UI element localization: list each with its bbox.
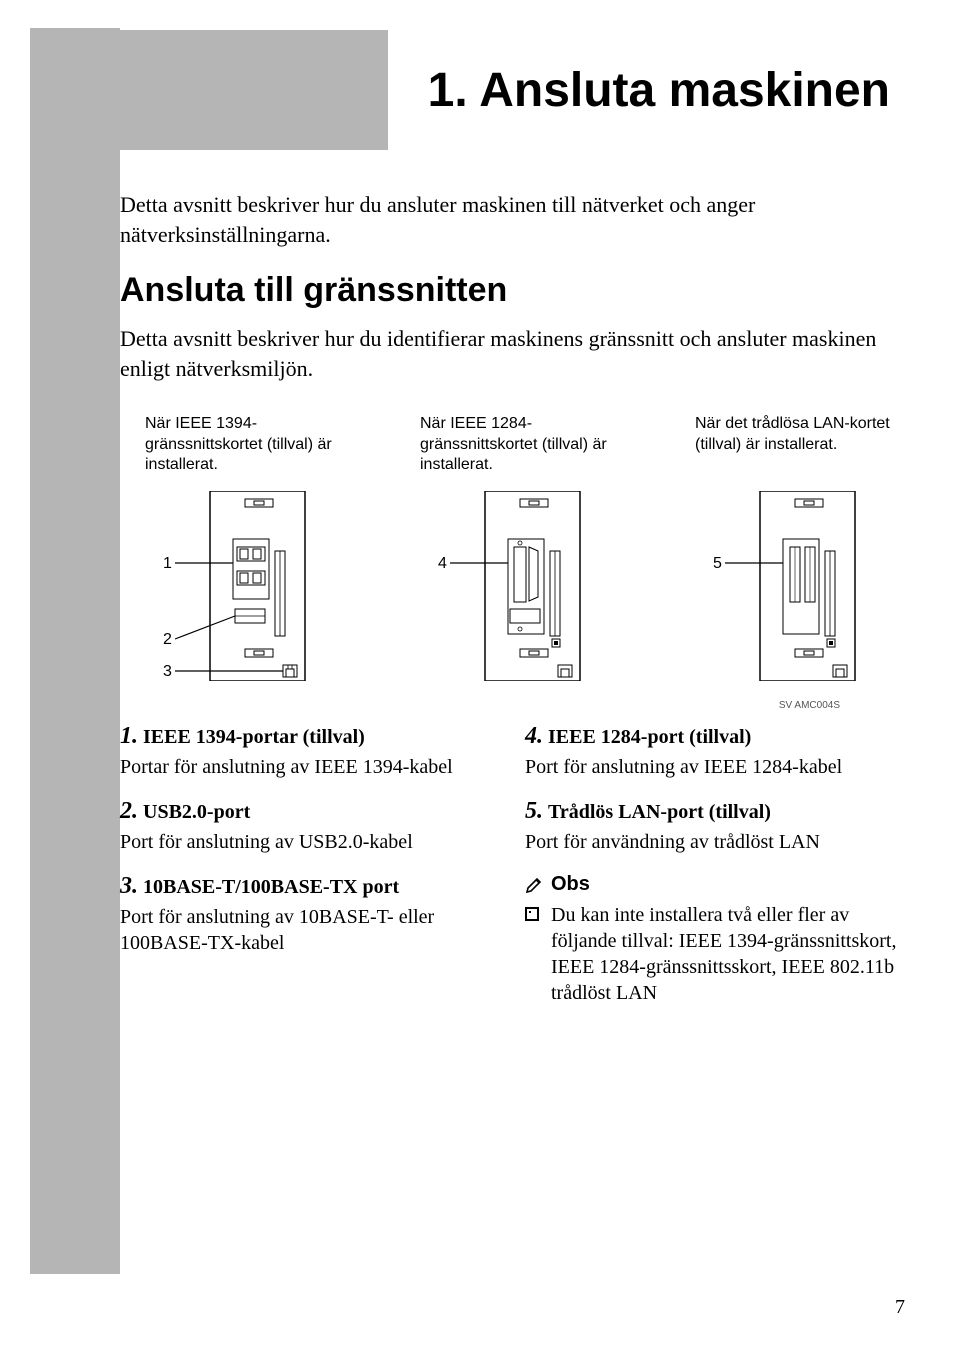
port-item: 3. 10BASE-T/100BASE-TX port Port för ans…: [120, 873, 495, 956]
port-list-right: 4. IEEE 1284-port (tillval) Port för ans…: [525, 723, 900, 1006]
port-item: 1. IEEE 1394-portar (tillval) Portar för…: [120, 723, 495, 780]
port-lists: 1. IEEE 1394-portar (tillval) Portar för…: [120, 723, 900, 1006]
svg-text:4: 4: [438, 555, 447, 572]
port-item: 4. IEEE 1284-port (tillval) Port för ans…: [525, 723, 900, 780]
svg-text:1: 1: [163, 555, 172, 572]
port-name: IEEE 1284-port (tillval): [548, 726, 751, 748]
sidebar-stripe: [30, 28, 120, 1274]
diagram-caption-3: När det trådlösa LAN-kortet (tillval) är…: [695, 414, 905, 479]
svg-text:5: 5: [713, 555, 722, 572]
intro-paragraph: Detta avsnitt beskriver hur du ansluter …: [120, 190, 900, 249]
page-number: 7: [895, 1296, 905, 1319]
port-description: Port för användning av trådlöst LAN: [525, 829, 900, 855]
port-name: IEEE 1394-portar (tillval): [143, 726, 365, 748]
section-heading: Ansluta till gränssnitten: [120, 271, 900, 310]
diagram-caption-2: När IEEE 1284-gränssnittskortet (tillval…: [420, 414, 630, 479]
panel-diagram-1: 1 2 3: [145, 491, 355, 681]
port-number: 4.: [525, 723, 543, 749]
port-description: Port för anslutning av IEEE 1284-kabel: [525, 754, 900, 780]
chapter-title: 1. Ansluta maskinen: [428, 63, 890, 118]
port-list-left: 1. IEEE 1394-portar (tillval) Portar för…: [120, 723, 495, 1006]
diagrams-row: När IEEE 1394-gränssnittskortet (tillval…: [120, 414, 900, 694]
diagram-caption-1: När IEEE 1394-gränssnittskortet (tillval…: [145, 414, 355, 479]
port-number: 1.: [120, 723, 138, 749]
panel-diagram-2: 4: [420, 491, 630, 681]
port-description: Port för anslutning av USB2.0-kabel: [120, 829, 495, 855]
port-description: Portar för anslutning av IEEE 1394-kabel: [120, 754, 495, 780]
port-description: Port för anslutning av 10BASE-T- eller 1…: [120, 904, 495, 956]
diagram-column-2: När IEEE 1284-gränssnittskortet (tillval…: [420, 414, 630, 694]
figure-reference-code: SV AMC004S: [120, 700, 900, 711]
svg-text:2: 2: [163, 631, 172, 648]
port-item: 5. Trådlös LAN-port (tillval) Port för a…: [525, 798, 900, 855]
chapter-header: 1. Ansluta maskinen: [30, 30, 930, 150]
port-number: 3.: [120, 873, 138, 899]
port-number: 5.: [525, 798, 543, 824]
panel-diagram-3: 5: [695, 491, 905, 681]
port-number: 2.: [120, 798, 138, 824]
section-description: Detta avsnitt beskriver hur du identifie…: [120, 324, 900, 383]
diagram-column-3: När det trådlösa LAN-kortet (tillval) är…: [695, 414, 905, 694]
port-name: Trådlös LAN-port (tillval): [548, 801, 771, 823]
note-body-text: Du kan inte installera två eller fler av…: [551, 904, 897, 1004]
pencil-icon: [525, 874, 545, 894]
note-heading-text: Obs: [551, 873, 590, 896]
svg-text:3: 3: [163, 663, 172, 680]
port-name: 10BASE-T/100BASE-TX port: [143, 876, 399, 898]
note-heading: Obs: [525, 873, 900, 896]
port-item: 2. USB2.0-port Port för anslutning av US…: [120, 798, 495, 855]
note-bullet-icon: [525, 907, 539, 921]
diagram-column-1: När IEEE 1394-gränssnittskortet (tillval…: [145, 414, 355, 694]
note-body: Du kan inte installera två eller fler av…: [525, 902, 900, 1006]
port-name: USB2.0-port: [143, 801, 250, 823]
